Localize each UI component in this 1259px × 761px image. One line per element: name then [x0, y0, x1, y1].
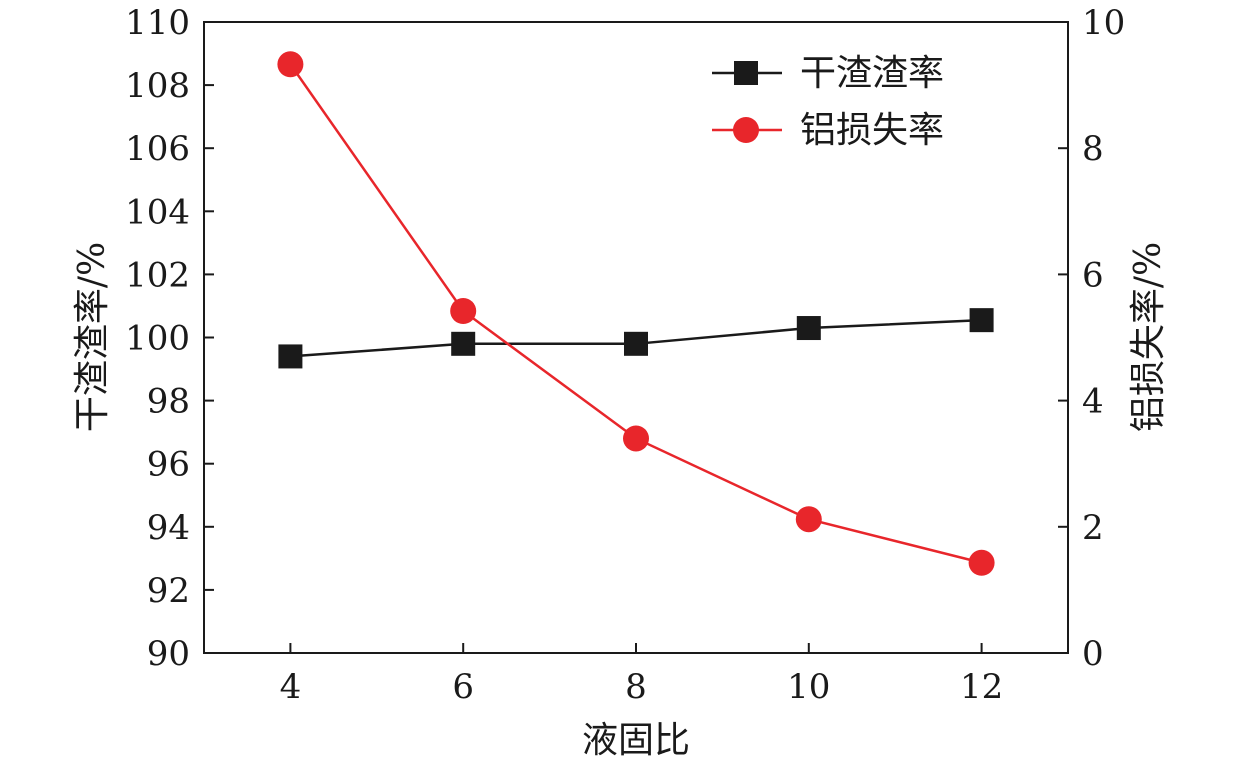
legend-circle-marker	[733, 117, 759, 143]
data-point-circle	[795, 506, 822, 533]
left-y-tick-label: 100	[125, 319, 190, 359]
data-point-circle	[450, 297, 477, 324]
right-y-tick-label: 8	[1082, 129, 1104, 169]
left-y-tick-label: 96	[147, 445, 190, 485]
x-tick-label: 8	[625, 667, 647, 707]
data-point-square	[969, 308, 994, 333]
data-point-square	[624, 331, 648, 356]
x-tick-label: 4	[280, 667, 302, 707]
right-y-tick-label: 0	[1082, 634, 1104, 674]
left-y-tick-label: 94	[147, 508, 190, 548]
left-y-tick-label: 102	[125, 255, 190, 295]
x-tick-label: 12	[960, 667, 1003, 707]
left-y-tick-label: 104	[125, 192, 190, 232]
data-point-circle	[968, 549, 995, 576]
right-y-tick-label: 10	[1082, 3, 1125, 43]
left-y-tick-label: 108	[125, 66, 190, 106]
left-y-tick-label: 106	[125, 129, 190, 169]
x-tick-label: 10	[787, 667, 830, 707]
tick-marks	[204, 21, 1068, 654]
data-point-circle	[623, 425, 649, 452]
left-y-axis-title: 干渣渣率/%	[72, 242, 113, 432]
data-point-circle	[277, 51, 304, 78]
tick-labels: 4 6 8 10 12 90 92 94 96 98 100 102 104 106 108 110 0 2 4 6 8…	[125, 3, 1125, 707]
left-y-tick-label: 92	[147, 571, 190, 611]
legend-square-marker	[734, 61, 758, 85]
data-series	[277, 51, 995, 576]
left-y-tick-label: 110	[125, 3, 190, 43]
x-tick-label: 6	[452, 667, 474, 707]
legend: 干渣渣率 铝损失率	[712, 53, 944, 151]
legend-label-series-0: 干渣渣率	[800, 53, 944, 94]
legend-label-series-1: 铝损失率	[800, 110, 944, 151]
right-y-tick-label: 6	[1082, 255, 1104, 295]
data-point-square	[278, 344, 303, 369]
x-axis-title: 液固比	[582, 720, 690, 761]
right-y-tick-label: 2	[1082, 508, 1104, 548]
data-point-square	[796, 316, 821, 341]
right-y-axis-title: 铝损失率/%	[1128, 242, 1169, 432]
left-y-tick-label: 90	[147, 634, 190, 674]
data-point-square	[451, 331, 476, 356]
right-y-tick-label: 4	[1082, 382, 1104, 422]
left-y-tick-label: 98	[147, 382, 190, 422]
